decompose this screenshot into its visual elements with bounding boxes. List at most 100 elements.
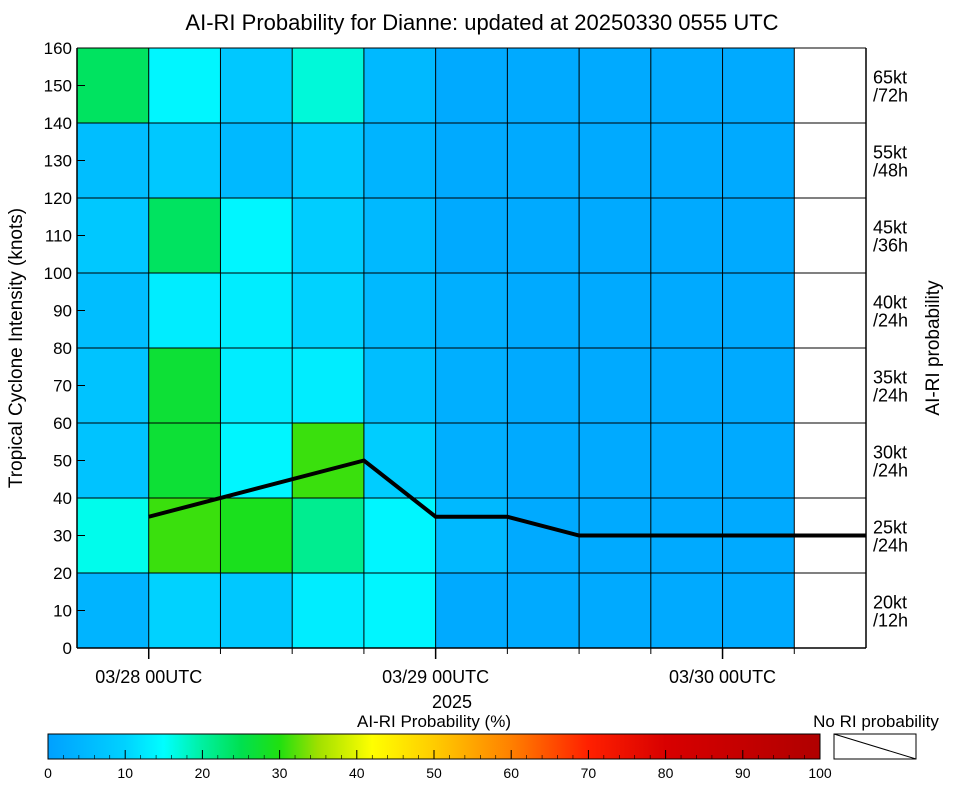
no-ri-label: No RI probability bbox=[813, 712, 939, 731]
y-tick-label: 50 bbox=[53, 452, 72, 471]
colorbar-ticks: 0 10 20 30 40 50 60 70 80 90 100 bbox=[44, 750, 832, 781]
heatmap-cell bbox=[148, 123, 221, 198]
right-label-window: /12h bbox=[873, 611, 908, 631]
heatmap-cell bbox=[722, 348, 795, 423]
heatmap-cell bbox=[77, 273, 149, 348]
no-ri-legend: No RI probability bbox=[813, 712, 939, 760]
y-tick-label: 10 bbox=[53, 602, 72, 621]
heatmap-cell bbox=[650, 423, 723, 498]
heatmap-cell bbox=[507, 498, 580, 573]
heatmap-cell bbox=[77, 198, 149, 273]
heatmap-cell bbox=[220, 423, 293, 498]
colorbar-tick-label: 80 bbox=[658, 765, 674, 781]
colorbar-label: AI-RI Probability (%) bbox=[357, 712, 511, 731]
heatmap-cell bbox=[292, 573, 364, 648]
heatmap-cell bbox=[292, 348, 364, 423]
y-tick-label: 60 bbox=[53, 414, 72, 433]
heatmap-cell bbox=[363, 48, 436, 123]
heatmap-cell bbox=[363, 573, 436, 648]
y-tick-label: 40 bbox=[53, 489, 72, 508]
right-label-threshold: 25kt bbox=[873, 518, 907, 538]
colorbar: AI-RI Probability (%) 0 10 20 30 40 50 60 70 80 9… bbox=[44, 712, 832, 781]
heatmap-cell bbox=[579, 348, 651, 423]
heatmap-cell bbox=[220, 348, 293, 423]
heatmap-cell bbox=[220, 498, 293, 573]
heatmap-cell bbox=[220, 123, 293, 198]
heatmap-cell bbox=[435, 498, 508, 573]
right-label-window: /24h bbox=[873, 311, 908, 331]
y-tick-label: 30 bbox=[53, 527, 72, 546]
right-label-threshold: 30kt bbox=[873, 443, 907, 463]
heatmap-cell bbox=[435, 48, 508, 123]
heatmap-cell bbox=[148, 573, 221, 648]
colorbar-tick-label: 60 bbox=[503, 765, 519, 781]
heatmap-cell bbox=[292, 423, 364, 498]
right-label-threshold: 40kt bbox=[873, 293, 907, 313]
heatmap-cell bbox=[292, 198, 364, 273]
y-tick-label: 100 bbox=[44, 264, 72, 283]
heatmap-cell bbox=[77, 423, 149, 498]
heatmap-cell bbox=[77, 573, 149, 648]
heatmap-cell bbox=[579, 123, 651, 198]
colorbar-tick-label: 50 bbox=[426, 765, 442, 781]
right-label-window: /36h bbox=[873, 236, 908, 256]
y-axis-ticks: 0 10 20 30 40 50 60 70 80 90 100 110 120 130 140 150 160 bbox=[44, 39, 85, 658]
heatmap-cell bbox=[650, 48, 723, 123]
heatmap-cell bbox=[363, 423, 436, 498]
heatmap-cell bbox=[292, 273, 364, 348]
heatmap-cell bbox=[579, 573, 651, 648]
colorbar-tick-label: 30 bbox=[272, 765, 288, 781]
heatmap-cell bbox=[363, 198, 436, 273]
x-axis-ticks: 03/28 00UTC 03/29 00UTC 03/30 00UTC bbox=[95, 648, 795, 687]
x-tick-label: 03/30 00UTC bbox=[669, 667, 776, 687]
y-tick-label: 0 bbox=[63, 639, 72, 658]
right-label-window: /24h bbox=[873, 386, 908, 406]
heatmap-cell bbox=[148, 48, 221, 123]
right-axis-label: AI-RI probability bbox=[923, 280, 944, 416]
heatmap-cell bbox=[507, 123, 580, 198]
right-label-window: /72h bbox=[873, 86, 908, 106]
heatmap-cell bbox=[77, 48, 149, 123]
colorbar-tick-label: 10 bbox=[117, 765, 133, 781]
heatmap-cell bbox=[363, 273, 436, 348]
heatmap-cell bbox=[435, 573, 508, 648]
colorbar-tick-label: 20 bbox=[195, 765, 211, 781]
heatmap-cell bbox=[722, 273, 795, 348]
right-label-window: /24h bbox=[873, 461, 908, 481]
heatmap-cell bbox=[435, 348, 508, 423]
heatmap-cell bbox=[650, 573, 723, 648]
y-tick-label: 120 bbox=[44, 189, 72, 208]
heatmap-cell bbox=[722, 48, 795, 123]
heatmap-cell bbox=[148, 498, 221, 573]
heatmap-cell bbox=[220, 573, 293, 648]
heatmap-cell bbox=[292, 48, 364, 123]
heatmap-cell bbox=[650, 348, 723, 423]
heatmap-cell bbox=[722, 573, 795, 648]
heatmap-cell bbox=[220, 198, 293, 273]
heatmap-cell bbox=[435, 273, 508, 348]
heatmap-cell bbox=[507, 348, 580, 423]
right-label-threshold: 65kt bbox=[873, 68, 907, 88]
y-tick-label: 90 bbox=[53, 302, 72, 321]
heatmap-cell bbox=[220, 48, 293, 123]
heatmap-cell bbox=[579, 273, 651, 348]
heatmap-cell bbox=[148, 198, 221, 273]
forecast-line-layer bbox=[148, 458, 866, 538]
heatmap-cell bbox=[650, 123, 723, 198]
intensity-forecast-line bbox=[148, 458, 866, 538]
x-tick-label: 03/29 00UTC bbox=[382, 667, 489, 687]
heatmap-cell bbox=[148, 348, 221, 423]
heatmap-cell bbox=[435, 123, 508, 198]
right-label-threshold: 35kt bbox=[873, 368, 907, 388]
heatmap-cell bbox=[579, 48, 651, 123]
heatmap-cell bbox=[363, 348, 436, 423]
right-label-window: /48h bbox=[873, 161, 908, 181]
colorbar-tick-label: 70 bbox=[581, 765, 597, 781]
right-label-threshold: 45kt bbox=[873, 218, 907, 238]
heatmap-cell bbox=[148, 423, 221, 498]
heatmap-cell bbox=[722, 198, 795, 273]
heatmap-cell bbox=[363, 498, 436, 573]
y-tick-label: 150 bbox=[44, 77, 72, 96]
heatmap-cell bbox=[650, 273, 723, 348]
heatmap-cell bbox=[435, 198, 508, 273]
